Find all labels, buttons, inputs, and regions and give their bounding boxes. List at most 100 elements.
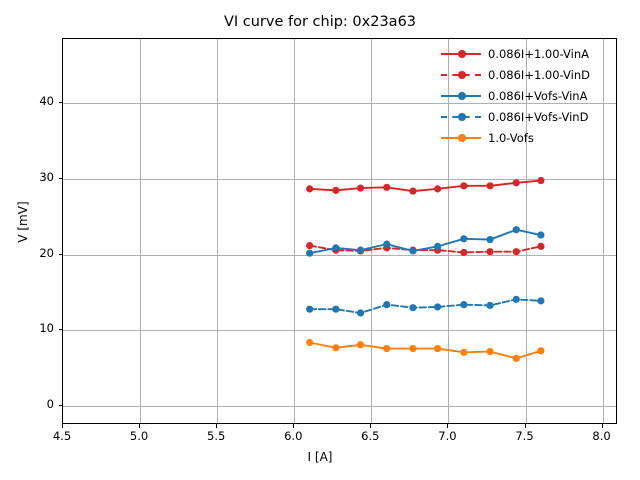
- y-axis-label: V [mV]: [16, 201, 30, 243]
- data-point: [434, 242, 442, 250]
- x-tick-mark: [524, 424, 526, 428]
- data-point: [356, 246, 365, 254]
- data-point: [332, 344, 340, 352]
- data-point: [460, 348, 468, 356]
- legend-item: 1.0-Vofs: [441, 128, 613, 147]
- legend-item: 0.086I+Vofs-VinD: [441, 107, 613, 126]
- legend-item: 0.086I+1.00-VinD: [441, 65, 613, 84]
- legend-marker: [458, 113, 466, 121]
- data-point: [409, 304, 417, 312]
- gridline-vertical: [371, 39, 373, 423]
- data-point: [332, 186, 340, 194]
- legend-item: 0.086I+1.00-VinA: [441, 44, 613, 63]
- data-point: [306, 305, 314, 313]
- data-point: [332, 244, 340, 252]
- data-point: [486, 347, 494, 356]
- data-point: [434, 344, 442, 353]
- x-tick-label: 7.0: [438, 429, 457, 443]
- data-point: [460, 182, 468, 190]
- x-tick-mark: [447, 424, 449, 428]
- data-point: [409, 247, 417, 255]
- legend-marker: [458, 134, 466, 142]
- data-point: [356, 309, 365, 317]
- x-tick-mark: [62, 424, 63, 428]
- gridline-horizontal: [63, 330, 616, 332]
- series-line: [308, 179, 542, 193]
- gridline-vertical: [140, 39, 142, 423]
- legend-marker: [458, 71, 466, 79]
- x-tick-label: 7.5: [515, 429, 534, 443]
- series-line: [308, 298, 542, 314]
- series-3: [306, 295, 545, 317]
- series-line: [308, 244, 542, 254]
- x-tick-label: 5.0: [129, 429, 149, 443]
- series-0: [306, 176, 545, 195]
- data-point: [486, 248, 494, 256]
- data-point: [486, 301, 494, 310]
- y-tick-label: 20: [39, 245, 54, 260]
- series-line: [308, 228, 542, 255]
- legend-swatch: [441, 131, 481, 145]
- legend: 0.086I+1.00-VinA 0.086I+1.00-VinD 0.086I+V…: [441, 44, 613, 147]
- legend-label: 0.086I+Vofs-VinD: [488, 109, 589, 124]
- data-point: [332, 305, 340, 313]
- data-point: [537, 242, 545, 250]
- x-tick-label: 8.0: [592, 429, 611, 443]
- x-tick-mark: [293, 424, 295, 428]
- series-2: [306, 226, 545, 257]
- x-tick-mark: [601, 424, 603, 428]
- data-point: [434, 303, 442, 311]
- data-point: [460, 248, 468, 257]
- x-tick-label: 6.5: [361, 429, 380, 443]
- data-point: [383, 240, 391, 248]
- data-point: [512, 179, 520, 187]
- data-point: [537, 297, 545, 305]
- x-tick-mark: [370, 424, 372, 428]
- x-tick-label: 6.0: [284, 429, 303, 443]
- legend-marker: [458, 50, 466, 58]
- gridline-vertical: [294, 39, 296, 423]
- data-point: [486, 235, 494, 244]
- x-axis-label: I [A]: [307, 450, 333, 464]
- data-point: [356, 184, 365, 192]
- data-point: [306, 242, 314, 250]
- gridline-vertical: [448, 39, 450, 423]
- data-point: [383, 183, 391, 191]
- chart-title: VI curve for chip: 0x23a63: [223, 14, 417, 30]
- data-point: [306, 185, 314, 193]
- legend-label: 0.086I+1.00-VinD: [488, 67, 590, 82]
- gridline-horizontal: [63, 406, 616, 408]
- legend-swatch: [441, 89, 481, 103]
- data-point: [537, 347, 545, 355]
- data-point: [306, 249, 314, 257]
- x-tick-label: 5.5: [207, 429, 226, 443]
- x-tick-mark: [216, 424, 218, 428]
- data-point: [383, 344, 391, 353]
- data-point: [356, 341, 365, 349]
- y-tick-label: 10: [39, 321, 54, 336]
- series-4: [306, 338, 545, 362]
- data-point: [512, 226, 520, 234]
- legend-swatch: [441, 68, 481, 82]
- data-point: [486, 182, 494, 190]
- series-layer: [306, 176, 545, 362]
- x-tick-mark: [139, 424, 141, 428]
- y-tick-mark: [58, 102, 62, 104]
- gridline-horizontal: [63, 103, 616, 105]
- y-tick-mark: [58, 178, 62, 180]
- legend-label: 0.086I+Vofs-VinA: [488, 88, 588, 103]
- plot-axes: [62, 38, 617, 424]
- gridline-horizontal: [63, 254, 616, 256]
- y-tick-label: 0: [46, 397, 54, 412]
- y-tick-mark: [58, 253, 62, 255]
- series-line: [308, 341, 542, 360]
- data-point: [306, 338, 314, 347]
- legend-label: 0.086I+1.00-VinA: [488, 46, 589, 61]
- legend-swatch: [441, 110, 481, 124]
- y-tick-mark: [58, 405, 62, 407]
- data-point: [512, 248, 520, 256]
- legend-swatch: [441, 47, 481, 61]
- data-point: [409, 187, 417, 195]
- x-tick-label: 4.5: [52, 429, 72, 443]
